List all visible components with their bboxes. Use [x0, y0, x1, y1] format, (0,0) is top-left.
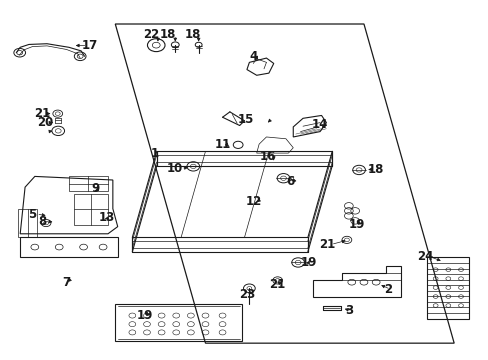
- Text: 19: 19: [348, 218, 364, 231]
- Text: 24: 24: [416, 249, 432, 262]
- Text: 21: 21: [269, 278, 285, 291]
- Text: 15: 15: [237, 113, 254, 126]
- Text: 5: 5: [28, 208, 37, 221]
- Text: 18: 18: [184, 28, 201, 41]
- Text: 16: 16: [259, 150, 276, 163]
- Text: 20: 20: [38, 116, 54, 129]
- Text: 4: 4: [249, 50, 257, 63]
- Text: 12: 12: [245, 195, 262, 208]
- Text: 23: 23: [238, 288, 255, 301]
- Text: 21: 21: [35, 107, 51, 120]
- Text: 6: 6: [286, 175, 294, 188]
- Text: 22: 22: [142, 28, 159, 41]
- Text: 2: 2: [384, 283, 391, 296]
- Text: 14: 14: [311, 118, 327, 131]
- Text: 3: 3: [345, 305, 353, 318]
- Text: 18: 18: [367, 163, 384, 176]
- Text: 7: 7: [62, 276, 70, 289]
- Text: 19: 19: [300, 256, 316, 269]
- Text: 13: 13: [99, 211, 115, 224]
- Text: 9: 9: [91, 183, 100, 195]
- Text: 1: 1: [150, 147, 158, 159]
- Text: 10: 10: [167, 162, 183, 175]
- Text: 11: 11: [214, 138, 230, 150]
- Text: 19: 19: [136, 309, 152, 322]
- Text: 18: 18: [160, 28, 176, 41]
- Text: 8: 8: [38, 215, 46, 228]
- Text: 21: 21: [319, 238, 335, 251]
- Text: 17: 17: [81, 39, 98, 52]
